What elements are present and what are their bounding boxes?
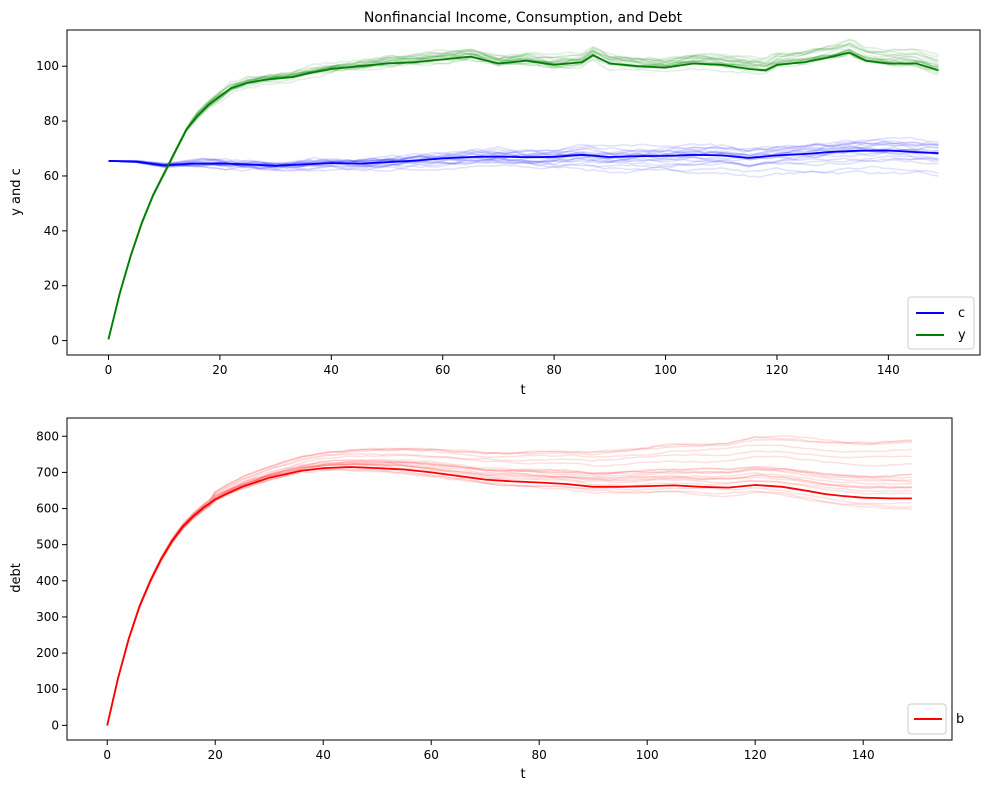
simulation-path-c	[108, 146, 939, 169]
y-tick-label-bottom: 800	[36, 429, 59, 443]
y-tick-label-bottom: 100	[36, 682, 59, 696]
plot-frame-bottom	[66, 417, 953, 741]
simulation-path-c	[108, 141, 939, 167]
simulation-path-c	[108, 145, 939, 165]
y-tick-label-bottom: 300	[36, 610, 59, 624]
x-tick-label-top: 100	[654, 363, 677, 377]
simulation-path-b	[106, 460, 912, 726]
x-tick-label-top: 140	[877, 363, 900, 377]
simulation-path-b	[106, 465, 912, 726]
x-tick-label-top: 0	[105, 363, 113, 377]
simulation-path-b	[106, 454, 912, 726]
simulation-path-c	[108, 148, 939, 169]
simulation-path-b	[106, 463, 912, 726]
plot-frame-top	[66, 29, 981, 356]
x-tick-label-top: 20	[212, 363, 227, 377]
simulation-path-b	[106, 463, 912, 726]
simulation-path-b	[106, 436, 912, 726]
chart-title: Nonfinancial Income, Consumption, and De…	[364, 10, 683, 26]
simulation-path-b	[106, 460, 912, 726]
simulation-path-c	[108, 141, 939, 166]
y-tick-label-bottom: 700	[36, 465, 59, 479]
x-tick-label-top: 40	[324, 363, 339, 377]
x-tick-label-bottom: 120	[744, 748, 767, 762]
simulation-path-y	[107, 53, 939, 340]
legend-label-y: y	[958, 328, 966, 343]
simulation-path-y	[107, 48, 939, 340]
simulation-path-b	[106, 460, 912, 726]
simulation-path-c	[108, 155, 939, 168]
simulation-path-y	[107, 48, 939, 339]
simulation-path-y	[107, 39, 939, 340]
simulation-path-y	[107, 42, 939, 340]
y-tick-label-top: 80	[44, 114, 59, 128]
simulation-path-b	[106, 444, 912, 726]
y-tick-label-bottom: 200	[36, 646, 59, 660]
income-consumption-subplot: Nonfinancial Income, Consumption, and De…	[9, 10, 981, 398]
x-tick-label-top: 80	[546, 363, 561, 377]
simulation-path-b	[106, 462, 912, 726]
series-line-y	[107, 51, 939, 340]
y-ticks-bottom: 0 100 200 300 400 500 600 700 800	[36, 429, 67, 732]
simulation-path-b	[106, 438, 912, 726]
y-tick-label-bottom: 400	[36, 574, 59, 588]
series-line-b	[106, 466, 912, 726]
simulation-paths-bottom	[106, 435, 912, 726]
x-tick-label-top: 120	[766, 363, 789, 377]
x-tick-label-bottom: 60	[424, 748, 439, 762]
y-ticks-top: 0 20 40 60 80 100	[36, 59, 67, 348]
simulation-path-c	[108, 151, 939, 170]
legend-bottom: b	[907, 703, 964, 735]
series-lines-bottom	[106, 466, 912, 726]
simulation-path-c	[108, 138, 939, 166]
debt-subplot: 0 20 40 60 80 100 120 140 0 100 200 300 400 500 600 70…	[9, 417, 964, 782]
legend-top: c y	[907, 296, 975, 350]
series-lines-top	[107, 51, 939, 340]
simulation-path-y	[107, 45, 939, 340]
simulation-path-b	[106, 462, 912, 726]
simulation-path-b	[106, 458, 912, 726]
x-tick-label-bottom: 80	[532, 748, 547, 762]
x-tick-label-top: 60	[435, 363, 450, 377]
simulation-path-b	[106, 463, 912, 726]
simulation-path-y	[107, 38, 939, 340]
x-tick-label-bottom: 40	[316, 748, 331, 762]
simulation-path-b	[106, 450, 912, 726]
simulation-path-y	[107, 42, 939, 340]
x-tick-label-bottom: 0	[103, 748, 111, 762]
x-axis-label-top: t	[520, 383, 525, 398]
y-tick-label-top: 40	[44, 224, 59, 238]
y-axis-label-top: y and c	[9, 168, 24, 216]
x-ticks-bottom: 0 20 40 60 80 100 120 140	[103, 740, 875, 762]
simulation-paths-top	[107, 38, 939, 340]
simulation-path-y	[107, 49, 939, 340]
x-ticks-top: 0 20 40 60 80 100 120 140	[105, 355, 900, 377]
simulation-path-b	[106, 435, 912, 726]
simulation-path-y	[107, 44, 939, 340]
simulation-path-c	[108, 160, 939, 177]
legend-label-c: c	[958, 306, 965, 321]
y-tick-label-top: 60	[44, 169, 59, 183]
y-tick-label-bottom: 500	[36, 538, 59, 552]
x-tick-label-bottom: 20	[208, 748, 223, 762]
simulation-path-c	[108, 142, 939, 167]
y-tick-label-top: 0	[51, 334, 59, 348]
simulation-path-b	[106, 459, 912, 726]
legend-label-b: b	[956, 712, 964, 727]
series-line-c	[108, 149, 939, 167]
simulation-path-b	[106, 469, 912, 726]
simulation-path-c	[108, 140, 939, 169]
x-tick-label-bottom: 140	[852, 748, 875, 762]
y-tick-label-bottom: 600	[36, 502, 59, 516]
simulation-path-c	[108, 158, 939, 172]
y-tick-label-top: 20	[44, 279, 59, 293]
y-tick-label-top: 100	[36, 59, 59, 73]
y-axis-label-bottom: debt	[9, 563, 24, 593]
simulation-path-c	[108, 146, 939, 173]
x-axis-label-bottom: t	[520, 767, 525, 782]
x-tick-label-bottom: 100	[636, 748, 659, 762]
y-tick-label-bottom: 0	[51, 718, 59, 732]
